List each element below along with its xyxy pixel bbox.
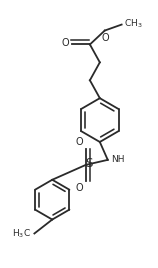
Text: O: O (75, 183, 83, 193)
Text: S: S (85, 157, 93, 170)
Text: H$_3$C: H$_3$C (12, 227, 31, 240)
Text: O: O (61, 39, 69, 49)
Text: CH$_3$: CH$_3$ (124, 17, 142, 30)
Text: O: O (75, 137, 83, 147)
Text: NH: NH (111, 155, 124, 164)
Text: O: O (102, 32, 110, 43)
